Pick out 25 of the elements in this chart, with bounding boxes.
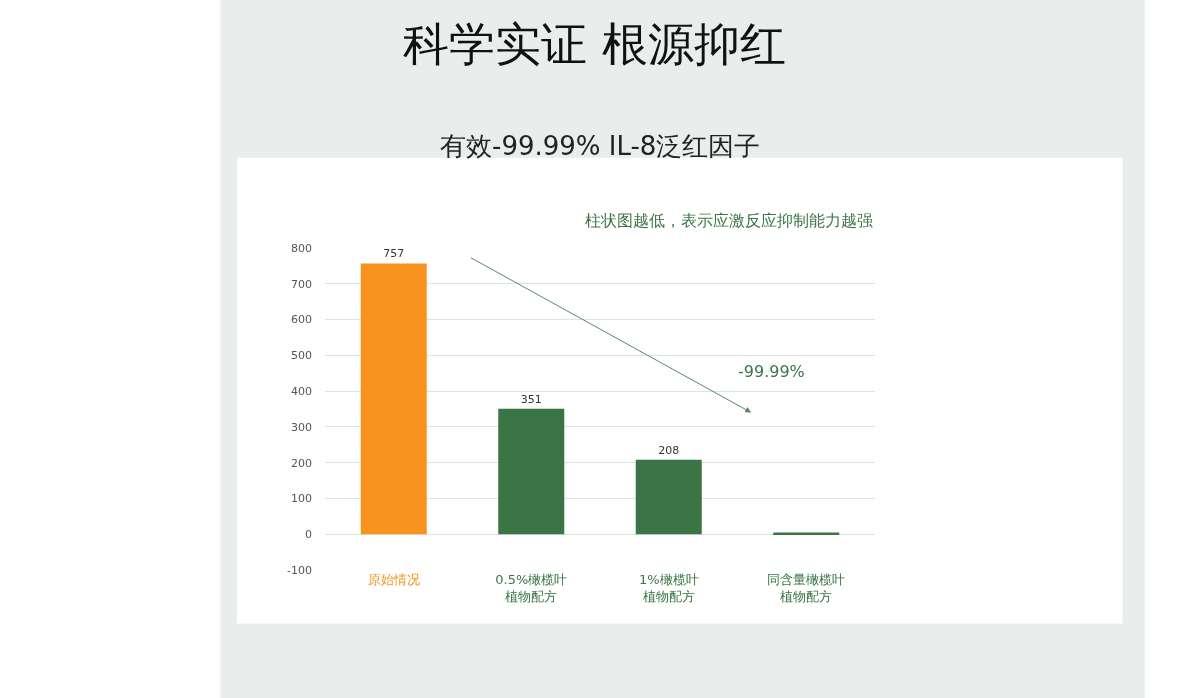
- data-label: 351: [520, 392, 542, 406]
- chart-title: 科学实证 根源抑红: [403, 17, 786, 72]
- x-tick-label: 1%橄榄叶植物配方: [638, 572, 699, 604]
- x-tick-label: 同含量橄榄叶植物配方: [767, 572, 846, 604]
- y-tick-label: 200: [291, 456, 312, 470]
- y-tick-label: 500: [291, 349, 312, 363]
- chart-subtitle: 有效-99.99% IL-8泛红因子: [440, 131, 761, 161]
- data-label: 757: [383, 247, 405, 261]
- y-tick-label: 400: [291, 384, 312, 398]
- bar: [360, 263, 427, 535]
- x-tick-label: 0.5%橄榄叶植物配方: [495, 572, 568, 604]
- data-label: 208: [658, 443, 680, 457]
- x-tick-label: 原始情况: [367, 572, 420, 587]
- y-tick-label: 100: [291, 492, 312, 506]
- y-tick-label: 0: [305, 528, 312, 542]
- bar: [498, 408, 565, 535]
- annotation: -99.99%: [738, 362, 805, 381]
- bar: [773, 532, 840, 535]
- y-tick-label: 800: [291, 241, 312, 255]
- bar: [635, 459, 702, 535]
- y-tick-label: 700: [291, 277, 312, 291]
- y-tick-label: 600: [291, 313, 312, 327]
- text: 柱状图越低，表示应激反应抑制能力越强: [585, 211, 873, 230]
- y-tick-label: -100: [287, 563, 312, 577]
- y-tick-label: 300: [291, 420, 312, 434]
